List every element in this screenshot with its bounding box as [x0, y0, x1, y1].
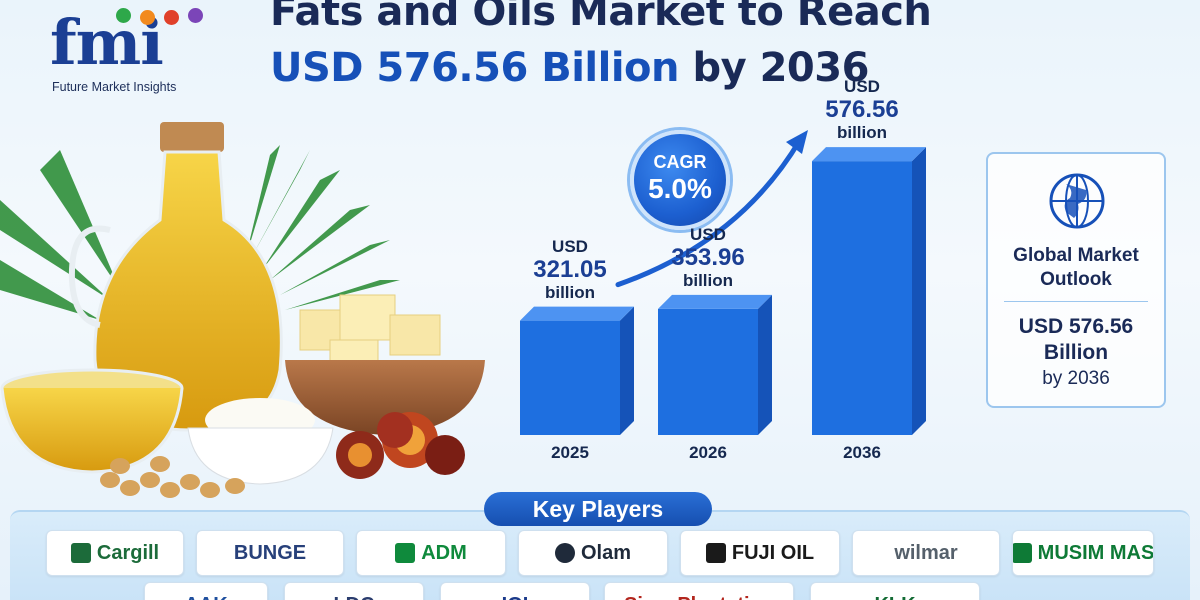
player-name: wilmar	[894, 541, 958, 564]
shortening-bowl-icon	[187, 398, 334, 485]
x-tick-label: 2036	[843, 443, 881, 462]
player-logo-sime-plantation: Sime Plantation	[604, 582, 794, 600]
butter-bowl-icon	[285, 294, 485, 435]
player-logo-bunge: BUNGE	[196, 530, 344, 576]
player-name: Olam	[580, 541, 632, 564]
olam-flower-icon	[554, 543, 575, 563]
player-logo-ldc: LDC	[284, 582, 424, 600]
player-name: IOI	[502, 594, 529, 600]
bar-2025	[520, 306, 634, 435]
value-label-number: 576.56	[825, 96, 899, 124]
logo-dot-green-icon	[116, 8, 131, 23]
outlook-title-line-1: Global Market	[1013, 245, 1139, 266]
oil-bowl-icon	[0, 368, 184, 474]
player-name: MUSIM MAS	[1037, 541, 1154, 564]
trend-arrow-icon	[615, 137, 803, 288]
value-label-2025: USD 321.05 billion	[500, 237, 640, 303]
globe-icon	[1049, 173, 1105, 229]
outlook-title: Global Market Outlook	[988, 244, 1164, 292]
player-logo-cargill: Cargill	[46, 530, 184, 576]
value-label-unit: billion	[836, 123, 888, 143]
headline-line-1: Fats and Oils Market to Reach	[270, 0, 932, 35]
player-logo-olam: Olam	[518, 530, 668, 576]
value-label-unit: billion	[544, 282, 596, 302]
headline: Fats and Oils Market to Reach USD 576.56…	[270, 0, 1070, 94]
player-name: Cargill	[96, 541, 160, 564]
oils-illustration	[0, 110, 500, 510]
soybeans-icon	[100, 456, 245, 498]
bar-2036	[812, 147, 926, 435]
cagr-label: CAGR	[653, 152, 707, 172]
palm-fruit-icon	[336, 412, 465, 479]
leaf-icon	[70, 543, 91, 563]
musim-mas-mark-icon	[1013, 543, 1032, 563]
player-name: KLK	[874, 594, 915, 600]
value-label-number: 353.96	[671, 243, 745, 271]
logo-dot-red-icon	[164, 10, 179, 25]
headline-line-2: USD 576.56 Billion by 2036	[270, 42, 1070, 94]
outlook-value-line-2: Billion	[1043, 341, 1109, 364]
value-label-currency: USD	[690, 224, 726, 244]
player-name: ADM	[421, 541, 467, 564]
value-label-currency: USD	[552, 236, 588, 256]
trend-arrowhead-icon	[786, 130, 808, 154]
x-tick-label: 2025	[551, 443, 589, 462]
outlook-divider	[1004, 301, 1148, 302]
bar-2026	[658, 294, 772, 435]
x-tick-label: 2026	[689, 443, 727, 462]
outlook-value-line-3: by 2036	[1042, 368, 1110, 389]
player-logo-fuji-oil: FUJI OIL	[680, 530, 840, 576]
adm-mark-icon	[395, 543, 416, 563]
value-label-number: 321.05	[533, 255, 607, 283]
player-name: AAK	[184, 594, 227, 600]
player-logo-aak: AAK	[144, 582, 268, 600]
player-name: Sime Plantation	[624, 594, 774, 600]
value-label-unit: billion	[682, 270, 734, 290]
value-label-currency: USD	[844, 77, 880, 97]
logo-tagline: Future Market Insights	[52, 80, 177, 94]
player-name: LDC	[333, 594, 374, 600]
logo-dot-orange-icon	[140, 10, 155, 25]
logo-dot-purple-icon	[188, 8, 203, 23]
key-players-title: Key Players	[484, 492, 712, 526]
fmi-logo: fmi Future Market Insights	[50, 8, 230, 98]
value-label-2036: USD 576.56 billion	[792, 77, 932, 143]
cagr-value: 5.0%	[648, 173, 712, 204]
outlook-title-line-2: Outlook	[1040, 269, 1112, 290]
headline-value: USD 576.56 Billion	[270, 45, 680, 91]
player-logo-klk: KLK	[810, 582, 980, 600]
value-label-2026: USD 353.96 billion	[638, 225, 778, 291]
market-bar-chart: CAGR 5.0% USD 321.05 billion USD 353.96 billi…	[490, 77, 970, 470]
player-name: FUJI OIL	[731, 541, 815, 564]
global-outlook-card: Global Market Outlook USD 576.56 Billion…	[986, 152, 1166, 408]
headline-year: by 2036	[692, 45, 869, 91]
oils-products-image	[0, 122, 485, 498]
player-name: BUNGE	[233, 541, 307, 564]
fuji-mark-icon	[705, 543, 726, 563]
outlook-value-line-1: USD 576.56	[1018, 315, 1134, 338]
player-logo-ioi: IOI	[440, 582, 590, 600]
cagr-badge: CAGR 5.0%	[630, 130, 730, 230]
player-logo-adm: ADM	[356, 530, 506, 576]
player-logo-wilmar: wilmar	[852, 530, 1000, 576]
player-logo-musim-mas: MUSIM MAS	[1012, 530, 1154, 576]
chart-canvas	[520, 130, 926, 435]
